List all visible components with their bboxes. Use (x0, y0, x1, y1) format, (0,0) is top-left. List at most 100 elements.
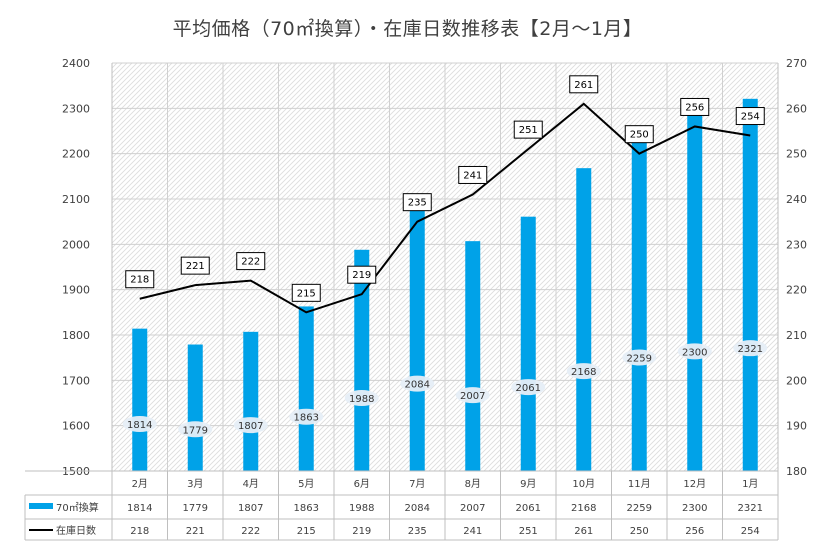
line-label-box (236, 252, 266, 271)
y-right-tick-label: 190 (786, 420, 807, 433)
table-cell-line-value: 219 (352, 526, 371, 537)
table-cell-bar-value: 1814 (127, 503, 152, 514)
line-data-label: 250 (630, 130, 649, 141)
line-label-box (513, 120, 543, 139)
legend-key-bar (29, 503, 53, 509)
y-right-tick-label: 270 (786, 57, 807, 70)
bar (409, 206, 425, 471)
bar (187, 344, 203, 471)
line-data-label: 256 (685, 102, 704, 113)
legend-label-line: 在庫日数 (56, 524, 96, 537)
bar-data-label: 1988 (349, 394, 374, 405)
table-cell-bar-value: 1779 (183, 503, 208, 514)
table-cell-bar-value: 2007 (460, 503, 485, 514)
bar (354, 249, 370, 471)
y-left-tick-label: 2100 (62, 193, 90, 206)
bar-data-label: 2168 (571, 367, 596, 378)
bar-data-label: 2321 (738, 344, 763, 355)
line-data-label: 215 (297, 288, 316, 299)
bar-data-label: 2300 (682, 347, 707, 358)
table-cell-line-value: 235 (408, 526, 427, 537)
table-cell-bar-value: 2061 (516, 503, 541, 514)
bar (687, 108, 703, 471)
line-label-box (347, 265, 377, 284)
table-cell-line-value: 221 (186, 526, 205, 537)
bar (465, 241, 481, 471)
table-cell-bar-value: 2084 (405, 503, 430, 514)
table-cell-bar-value: 1863 (294, 503, 319, 514)
table-cell-line-value: 250 (630, 526, 649, 537)
bar-label-background (400, 375, 435, 392)
bar-label-background (511, 379, 546, 396)
bar-data-label: 2007 (460, 391, 485, 402)
bar-label-background (622, 349, 657, 366)
table-cell-line-value: 251 (519, 526, 538, 537)
bar-label-background (677, 343, 712, 360)
table-cell-line-value: 222 (241, 526, 260, 537)
line-label-box (458, 165, 488, 184)
bar-label-background (566, 363, 601, 380)
x-tick-label: 10月 (572, 478, 595, 490)
bar-data-label: 2084 (405, 380, 430, 391)
bar-label-background (455, 387, 490, 404)
bar (132, 328, 148, 471)
y-left-tick-label: 1600 (62, 420, 90, 433)
bar-label-background (178, 421, 213, 438)
bar-data-label: 1779 (183, 425, 208, 436)
bar-label-background (733, 340, 768, 357)
line-data-label: 254 (741, 112, 760, 123)
x-tick-label: 8月 (465, 478, 481, 490)
table-cell-bar-value: 2259 (627, 503, 652, 514)
y-left-tick-label: 2300 (62, 102, 90, 115)
line-data-label: 221 (186, 261, 205, 272)
table-cell-bar-value: 1807 (238, 503, 263, 514)
y-right-tick-label: 210 (786, 329, 807, 342)
line-label-box (291, 283, 321, 302)
bar-data-label: 1863 (294, 413, 319, 424)
table-cell-line-value: 218 (130, 526, 149, 537)
line-data-label: 261 (574, 80, 593, 91)
table-cell-line-value: 256 (685, 526, 704, 537)
x-tick-label: 7月 (409, 478, 425, 490)
y-left-tick-label: 2400 (62, 57, 90, 70)
y-right-tick-label: 260 (786, 102, 807, 115)
x-tick-label: 9月 (520, 478, 536, 490)
table-cell-bar-value: 2168 (571, 503, 596, 514)
bar (520, 216, 536, 471)
y-right-tick-label: 180 (786, 465, 807, 478)
line-label-box (180, 256, 210, 275)
line-data-label: 241 (463, 170, 482, 181)
bar (742, 98, 758, 472)
x-tick-label: 11月 (628, 478, 651, 490)
x-tick-label: 3月 (187, 478, 203, 490)
bar (576, 168, 592, 471)
y-left-tick-label: 1700 (62, 374, 90, 387)
line-label-box (735, 107, 765, 126)
chart-title: 平均価格（70㎡換算）・在庫日数推移表【2月～1月】 (172, 18, 643, 40)
table-cell-line-value: 254 (741, 526, 760, 537)
bar-data-label: 1807 (238, 421, 263, 432)
line-data-label: 251 (519, 125, 538, 136)
line-label-box (680, 97, 710, 116)
bar-label-background (289, 408, 324, 425)
bar (298, 306, 314, 471)
y-left-tick-label: 2200 (62, 148, 90, 161)
x-tick-label: 5月 (298, 478, 314, 490)
table-cell-line-value: 241 (463, 526, 482, 537)
table-cell-line-value: 215 (297, 526, 316, 537)
bar-data-label: 1814 (127, 420, 152, 431)
table-cell-line-value: 261 (574, 526, 593, 537)
y-left-tick-label: 1800 (62, 329, 90, 342)
bar-label-background (344, 389, 379, 406)
table-cell-bar-value: 2300 (682, 503, 707, 514)
line-data-label: 235 (408, 198, 427, 209)
x-tick-label: 2月 (132, 478, 148, 490)
y-left-tick-label: 2000 (62, 238, 90, 251)
line-label-box (569, 75, 599, 94)
bar (631, 126, 647, 472)
y-right-tick-label: 230 (786, 238, 807, 251)
table-cell-bar-value: 2321 (738, 503, 763, 514)
line-label-box (125, 270, 155, 289)
line-series (139, 102, 751, 314)
